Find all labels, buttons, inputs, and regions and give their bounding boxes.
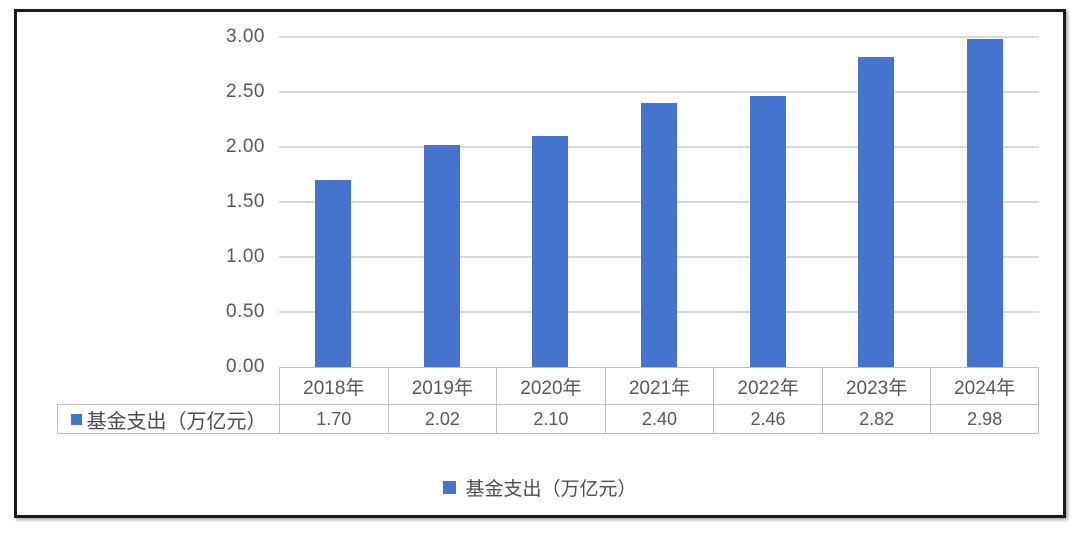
table-value-cell: 1.70 — [279, 404, 388, 434]
bar — [423, 144, 460, 367]
table-year-cell: 2018年 — [279, 367, 388, 404]
bar — [532, 136, 569, 367]
table-year-cell: 2020年 — [496, 367, 605, 404]
chart-legend: 基金支出（万亿元） — [17, 474, 1063, 500]
table-series-label-cell: 基金支出（万亿元） — [57, 404, 279, 434]
legend-marker-icon — [443, 480, 457, 494]
gridline — [279, 91, 1039, 93]
table-year-cell: 2022年 — [713, 367, 822, 404]
table-year-cell: 2023年 — [821, 367, 931, 404]
y-tick-label: 1.00 — [226, 246, 265, 267]
table-value-cell: 2.40 — [604, 404, 714, 434]
table-spacer-cell — [57, 367, 279, 404]
data-table: 2018年 2019年 2020年 2021年 2022年 2023年 2024年基金支出（… — [57, 367, 1039, 434]
table-year-cell: 2024年 — [930, 367, 1039, 404]
table-year-cell: 2021年 — [604, 367, 714, 404]
legend-label: 基金支出（万亿元） — [465, 477, 637, 500]
y-tick-label: 1.50 — [226, 191, 265, 212]
bar — [641, 103, 677, 367]
table-value-cell: 2.10 — [496, 404, 605, 434]
y-tick-label: 0.00 — [226, 356, 265, 377]
gridline — [279, 36, 1039, 38]
bar — [858, 56, 895, 367]
series-marker-icon — [70, 413, 82, 425]
y-tick-label: 2.00 — [226, 136, 265, 157]
bar — [966, 39, 1003, 367]
table-year-cell: 2019年 — [387, 367, 497, 404]
bar — [749, 96, 786, 367]
table-value-cell: 2.98 — [930, 404, 1039, 434]
plot-area — [279, 36, 1039, 367]
y-tick-label: 0.50 — [226, 301, 265, 322]
chart-frame: 0.00 0.50 1.00 1.50 2.00 2.50 3.00 2018年 2019年 2… — [14, 9, 1066, 518]
bar — [315, 180, 352, 367]
y-tick-label: 3.00 — [226, 26, 265, 47]
table-value-cell: 2.02 — [387, 404, 497, 434]
table-value-cell: 2.82 — [821, 404, 931, 434]
table-series-label: 基金支出（万亿元） — [86, 408, 267, 433]
table-value-cell: 2.46 — [713, 404, 822, 434]
y-tick-label: 2.50 — [226, 81, 265, 102]
